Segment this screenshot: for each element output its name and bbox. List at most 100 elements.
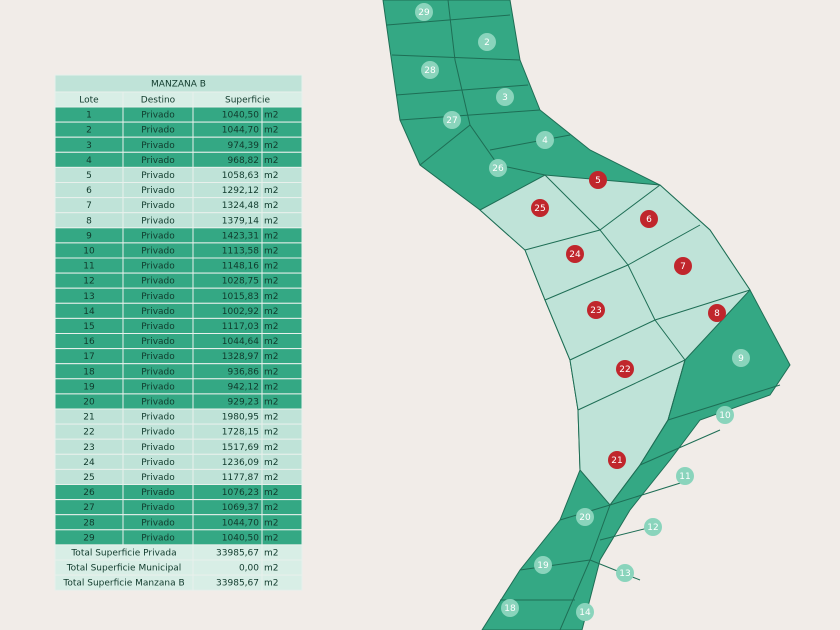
total-label: Total Superficie Privada — [70, 548, 176, 558]
table-cell: 15 — [83, 322, 94, 332]
table-cell: m2 — [264, 382, 279, 392]
table-cell: 1044,64 — [222, 337, 259, 347]
table-cell: 9 — [86, 231, 92, 241]
table-cell: Privado — [141, 307, 175, 317]
table-cell: m2 — [264, 186, 279, 196]
table-cell: 1040,50 — [222, 533, 259, 543]
table-cell: 12 — [83, 277, 94, 287]
table-cell: 13 — [83, 292, 94, 302]
table-cell: Privado — [141, 488, 175, 498]
table-cell: 26 — [83, 488, 95, 498]
table-cell: 1728,15 — [222, 428, 259, 438]
table-cell: 14 — [83, 307, 95, 317]
table-cell: 1040,50 — [222, 111, 259, 121]
table-cell: 1044,70 — [222, 126, 259, 136]
table-cell: 1113,58 — [222, 246, 259, 256]
table-cell: Privado — [141, 216, 175, 226]
table-cell: Privado — [141, 413, 175, 423]
table-cell: m2 — [264, 488, 279, 498]
lot-marker — [421, 61, 439, 79]
lot-marker — [644, 518, 662, 536]
table-cell: m2 — [264, 307, 279, 317]
table-cell: 1324,48 — [222, 201, 259, 211]
total-unit: m2 — [264, 579, 279, 589]
total-unit: m2 — [264, 564, 279, 574]
table-cell: Privado — [141, 337, 175, 347]
lot-marker — [616, 360, 634, 378]
table-cell: m2 — [264, 216, 279, 226]
lot-number: 5 — [595, 176, 601, 186]
lot-number: 6 — [646, 215, 652, 225]
lot-table: MANZANA B Lote Destino Superficie 1 Privado 10… — [54, 74, 303, 591]
table-cell: 2 — [86, 126, 92, 136]
lot-marker — [708, 304, 726, 322]
lot-marker — [676, 467, 694, 485]
table-header: Lote — [79, 96, 99, 106]
lot-number: 21 — [611, 456, 622, 466]
lot-marker — [566, 245, 584, 263]
table-cell: Privado — [141, 171, 175, 181]
table-cell: 29 — [83, 533, 95, 543]
table-cell: 1292,12 — [222, 186, 259, 196]
lot-marker — [536, 131, 554, 149]
table-cell: 23 — [83, 443, 94, 453]
lot-marker — [415, 3, 433, 21]
total-label: Total Superficie Manzana B — [62, 579, 184, 589]
table-cell: m2 — [264, 473, 279, 483]
table-cell: 974,39 — [228, 141, 260, 151]
table-cell: Privado — [141, 322, 175, 332]
table-cell: 1236,09 — [222, 458, 259, 468]
table-cell: m2 — [264, 126, 279, 136]
table-cell: m2 — [264, 337, 279, 347]
table-cell: Privado — [141, 186, 175, 196]
table-cell: m2 — [264, 277, 279, 287]
table-cell: m2 — [264, 443, 279, 453]
table-cell: 1058,63 — [222, 171, 259, 181]
lot-number: 26 — [492, 164, 504, 174]
table-cell: m2 — [264, 352, 279, 362]
table-cell: m2 — [264, 413, 279, 423]
table-cell: 1 — [86, 111, 92, 121]
table-cell: 1076,23 — [222, 488, 259, 498]
table-cell: 1177,87 — [222, 473, 259, 483]
lot-number: 22 — [619, 365, 630, 375]
table-cell: Privado — [141, 126, 175, 136]
table-cell: 1028,75 — [222, 277, 259, 287]
lot-number: 24 — [569, 250, 581, 260]
table-cell: m2 — [264, 111, 279, 121]
table-cell: m2 — [264, 458, 279, 468]
table-cell: 1044,70 — [222, 518, 259, 528]
total-value: 0,00 — [239, 564, 259, 574]
table-cell: m2 — [264, 397, 279, 407]
lot-marker — [608, 451, 626, 469]
lot-marker — [589, 171, 607, 189]
table-cell: Privado — [141, 246, 175, 256]
table-cell: Privado — [141, 428, 175, 438]
table-cell: Privado — [141, 277, 175, 287]
lot-number: 14 — [579, 608, 591, 618]
total-value: 33985,67 — [216, 548, 259, 558]
lot-markers: 29 2 28 3 27 4 26 5 25 6 24 7 23 8 22 9 10 21 11 20 12 19 13 18… — [415, 3, 750, 621]
table-cell: Privado — [141, 262, 175, 272]
lot-marker — [478, 33, 496, 51]
lot-number: 23 — [590, 306, 601, 316]
table-cell: 27 — [83, 503, 94, 513]
table-cell: 942,12 — [228, 382, 260, 392]
total-unit: m2 — [264, 548, 279, 558]
table-cell: m2 — [264, 533, 279, 543]
lot-number: 11 — [679, 472, 690, 482]
table-cell: Privado — [141, 367, 175, 377]
table-cell: 24 — [83, 458, 95, 468]
lot-marker — [587, 301, 605, 319]
table-cell: Privado — [141, 141, 175, 151]
table-cell: Privado — [141, 518, 175, 528]
lot-marker — [576, 603, 594, 621]
table-cell: m2 — [264, 367, 279, 377]
lot-marker — [732, 349, 750, 367]
lot-marker — [576, 508, 594, 526]
table-cell: m2 — [264, 156, 279, 166]
table-cell: 7 — [86, 201, 92, 211]
table-cell: m2 — [264, 292, 279, 302]
table-cell: 25 — [83, 473, 94, 483]
